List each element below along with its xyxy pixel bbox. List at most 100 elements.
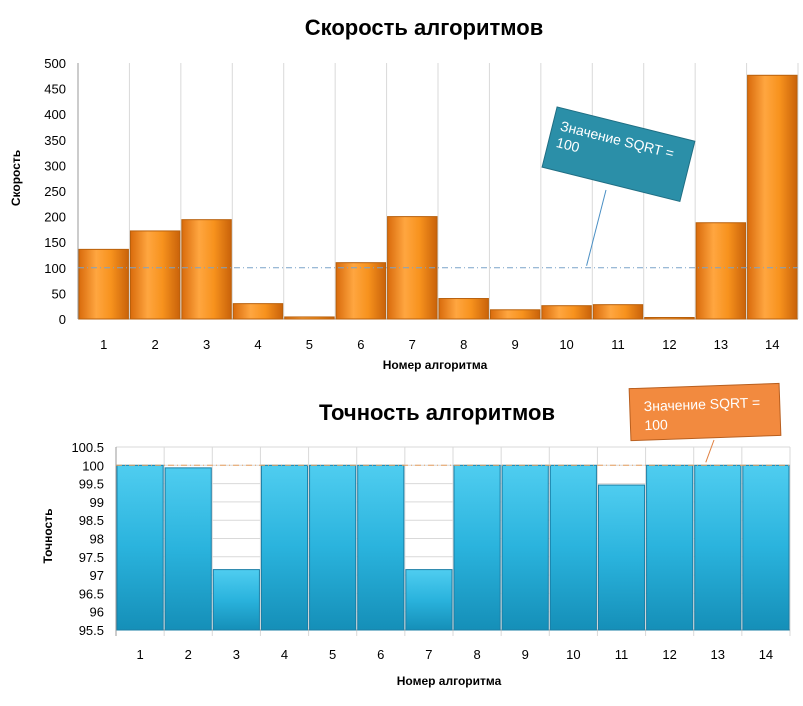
- accuracy-bar: [646, 464, 694, 631]
- speed-bar: [129, 230, 181, 320]
- speed-chart: Скорость алгоритмов 05010015020025030035…: [9, 15, 799, 372]
- speed-x-tick-label: 12: [662, 337, 676, 352]
- accuracy-y-tick-label: 95.5: [79, 623, 104, 638]
- accuracy-x-tick-label: 12: [662, 647, 676, 662]
- speed-bar: [747, 74, 798, 320]
- accuracy-x-tick-label: 6: [377, 647, 384, 662]
- accuracy-x-tick-label: 8: [473, 647, 480, 662]
- speed-x-tick-label: 2: [152, 337, 159, 352]
- speed-bar: [284, 316, 335, 320]
- speed-x-tick-label: 7: [409, 337, 416, 352]
- accuracy-y-tick-label: 97.5: [79, 550, 104, 565]
- accuracy-chart-title: Точность алгоритмов: [319, 400, 555, 425]
- speed-bar: [489, 309, 541, 320]
- accuracy-x-tick-label: 4: [281, 647, 288, 662]
- speed-x-tick-label: 10: [559, 337, 573, 352]
- accuracy-x-tick-label: 14: [759, 647, 773, 662]
- accuracy-bar: [405, 569, 453, 631]
- speed-callout-box: [541, 106, 696, 203]
- speed-callout-pointer: [586, 189, 607, 266]
- accuracy-bar: [549, 464, 597, 631]
- speed-chart-title: Скорость алгоритмов: [305, 15, 544, 40]
- accuracy-callout-box: [628, 382, 782, 442]
- speed-bar: [695, 222, 747, 320]
- accuracy-y-axis-ticks: 95.5 96 96.5 97 97.5 98 98.5 99 99.5 100 100.5: [71, 440, 104, 638]
- accuracy-y-axis-label: Точность: [41, 509, 55, 564]
- speed-x-tick-label: 3: [203, 337, 210, 352]
- speed-y-tick-label: 500: [44, 56, 66, 71]
- speed-x-tick-label: 9: [512, 337, 519, 352]
- accuracy-bar: [501, 464, 549, 631]
- accuracy-bars: [116, 464, 790, 631]
- speed-x-tick-label: 1: [100, 337, 107, 352]
- accuracy-callout-pointer: [705, 439, 715, 463]
- accuracy-y-tick-label: 96: [90, 605, 104, 620]
- speed-y-tick-label: 200: [44, 210, 66, 225]
- accuracy-bar: [164, 467, 212, 631]
- speed-gridlines: [77, 63, 799, 320]
- speed-x-tick-label: 11: [611, 337, 625, 352]
- speed-y-axis-label: Скорость: [9, 150, 23, 206]
- accuracy-bar: [742, 464, 790, 631]
- accuracy-bar: [260, 464, 309, 631]
- speed-y-tick-label: 450: [44, 82, 66, 97]
- speed-bar: [78, 248, 129, 320]
- speed-bar: [644, 317, 695, 320]
- accuracy-x-tick-label: 3: [233, 647, 240, 662]
- accuracy-y-tick-label: 99.5: [79, 477, 104, 492]
- speed-x-tick-label: 14: [765, 337, 779, 352]
- accuracy-bar: [357, 464, 405, 631]
- accuracy-chart: Точность алгоритмов 95.59696.59797.59898…: [41, 382, 791, 688]
- speed-y-tick-label: 0: [59, 312, 66, 327]
- speed-y-tick-label: 150: [44, 235, 66, 250]
- speed-bar: [541, 305, 592, 320]
- accuracy-x-tick-label: 11: [615, 647, 629, 662]
- speed-bar: [335, 262, 387, 320]
- accuracy-callout-text: Значение SQRT = 100: [643, 394, 764, 433]
- speed-bar: [592, 304, 644, 320]
- accuracy-y-tick-label: 100: [82, 458, 104, 473]
- accuracy-bar: [694, 464, 742, 631]
- accuracy-x-axis-label: Номер алгоритма: [397, 674, 502, 688]
- accuracy-x-tick-label: 1: [136, 647, 143, 662]
- speed-x-tick-label: 13: [714, 337, 728, 352]
- speed-x-tick-label: 5: [306, 337, 313, 352]
- accuracy-callout: Значение SQRT = 100: [628, 382, 782, 463]
- speed-bar: [181, 219, 232, 320]
- accuracy-y-tick-label: 100.5: [71, 440, 104, 455]
- speed-y-tick-label: 50: [52, 286, 66, 301]
- accuracy-y-tick-label: 97: [90, 568, 104, 583]
- accuracy-y-tick-label: 98.5: [79, 513, 104, 528]
- speed-x-axis-label: Номер алгоритма: [383, 358, 488, 372]
- speed-x-tick-label: 8: [460, 337, 467, 352]
- accuracy-bar: [453, 464, 501, 631]
- speed-y-tick-label: 100: [44, 261, 66, 276]
- accuracy-x-tick-label: 9: [522, 647, 529, 662]
- speed-callout: Значение SQRT = 100: [541, 106, 696, 266]
- speed-x-tick-label: 6: [357, 337, 364, 352]
- accuracy-callout-line1: Значение SQRT =: [643, 394, 760, 414]
- speed-y-tick-label: 350: [44, 133, 66, 148]
- speed-x-axis-ticks: 1 2 3 4 5 6 7 8 9 10 11 12 13 14: [100, 337, 779, 352]
- accuracy-bar: [116, 464, 164, 631]
- accuracy-callout-line2: 100: [644, 416, 668, 433]
- accuracy-y-tick-label: 99: [90, 495, 104, 510]
- speed-x-tick-label: 4: [254, 337, 261, 352]
- speed-y-axis-ticks: 0 50 100 150 200 250 300 350 400 450 500: [44, 56, 66, 327]
- accuracy-bar: [309, 464, 357, 631]
- accuracy-x-tick-label: 7: [425, 647, 432, 662]
- accuracy-y-tick-label: 96.5: [79, 586, 104, 601]
- speed-y-tick-label: 300: [44, 158, 66, 173]
- accuracy-bar: [212, 569, 260, 631]
- accuracy-x-tick-label: 10: [566, 647, 580, 662]
- accuracy-x-tick-label: 5: [329, 647, 336, 662]
- speed-callout-line2: 100: [555, 134, 582, 155]
- accuracy-x-tick-label: 13: [711, 647, 725, 662]
- speed-bar: [438, 298, 489, 320]
- speed-bars: [78, 74, 798, 320]
- speed-bar: [232, 303, 284, 320]
- accuracy-y-tick-label: 98: [90, 532, 104, 547]
- accuracy-x-tick-label: 2: [185, 647, 192, 662]
- speed-y-tick-label: 250: [44, 184, 66, 199]
